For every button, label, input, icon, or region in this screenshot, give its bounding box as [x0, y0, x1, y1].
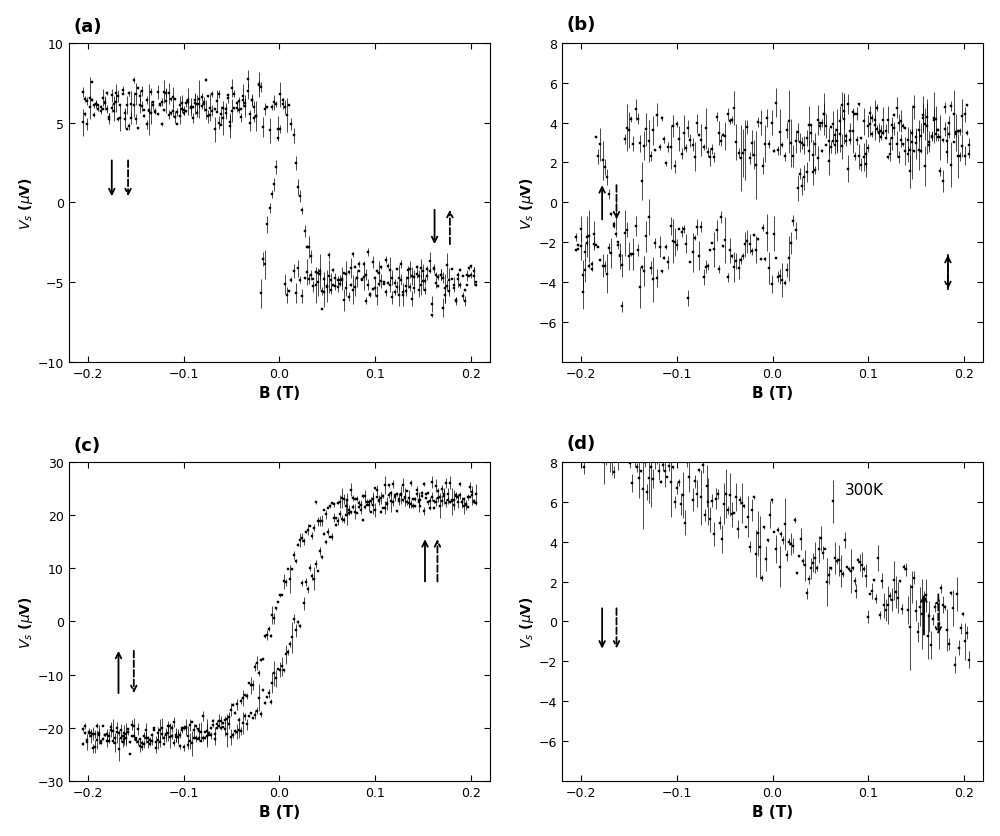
Text: (c): (c) [73, 436, 101, 455]
X-axis label: B (T): B (T) [259, 385, 300, 400]
Text: (d): (d) [567, 435, 596, 452]
X-axis label: B (T): B (T) [752, 385, 793, 400]
X-axis label: B (T): B (T) [259, 804, 300, 819]
X-axis label: B (T): B (T) [752, 804, 793, 819]
Y-axis label: $V_s$ ($\mu$V): $V_s$ ($\mu$V) [518, 176, 536, 229]
Y-axis label: $V_s$ ($\mu$V): $V_s$ ($\mu$V) [17, 176, 35, 229]
Text: (a): (a) [73, 18, 102, 36]
Y-axis label: $V_s$ ($\mu$V): $V_s$ ($\mu$V) [518, 595, 536, 648]
Y-axis label: $V_s$ ($\mu$V): $V_s$ ($\mu$V) [17, 595, 35, 648]
Text: (b): (b) [567, 16, 596, 33]
Text: 300K: 300K [844, 482, 883, 497]
